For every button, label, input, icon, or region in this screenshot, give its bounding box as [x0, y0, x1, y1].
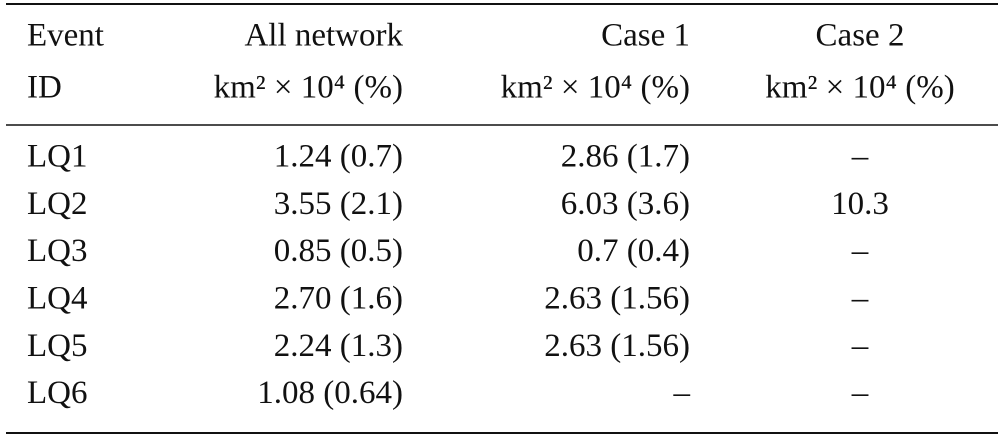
header-cell: Event	[27, 18, 104, 54]
header-cell: Case 1	[601, 18, 690, 54]
cell: 2.24 (1.3)	[274, 328, 403, 364]
cell: –	[673, 375, 691, 411]
cell: 0.7 (0.4)	[577, 233, 690, 269]
header-cell: Case 2	[816, 18, 905, 54]
cell: LQ2	[27, 186, 88, 222]
header-cell: km² × 10⁴ (%)	[501, 70, 690, 106]
cell: –	[851, 139, 869, 175]
cell: 6.03 (3.6)	[561, 186, 690, 222]
cell: LQ4	[27, 280, 88, 316]
cell: LQ3	[27, 233, 88, 269]
cell: –	[851, 328, 869, 364]
cell: LQ1	[27, 139, 88, 175]
cell: 2.70 (1.6)	[274, 280, 403, 316]
cell: –	[851, 233, 869, 269]
cell: –	[851, 375, 869, 411]
cell: 3.55 (2.1)	[274, 186, 403, 222]
header-cell: km² × 10⁴ (%)	[214, 70, 403, 106]
header-cell: All network	[244, 18, 403, 54]
cell: LQ5	[27, 328, 88, 364]
cell: 1.08 (0.64)	[257, 375, 403, 411]
cell: 2.86 (1.7)	[561, 139, 690, 175]
cell: 1.24 (0.7)	[274, 139, 403, 175]
cell: 2.63 (1.56)	[544, 280, 690, 316]
header-cell: km² × 10⁴ (%)	[765, 70, 954, 106]
cell: LQ6	[27, 375, 88, 411]
cell: 2.63 (1.56)	[544, 328, 690, 364]
cell: –	[851, 280, 869, 316]
header-cell: ID	[27, 70, 62, 106]
cell: 0.85 (0.5)	[274, 233, 403, 269]
cell: 10.3	[831, 186, 889, 222]
